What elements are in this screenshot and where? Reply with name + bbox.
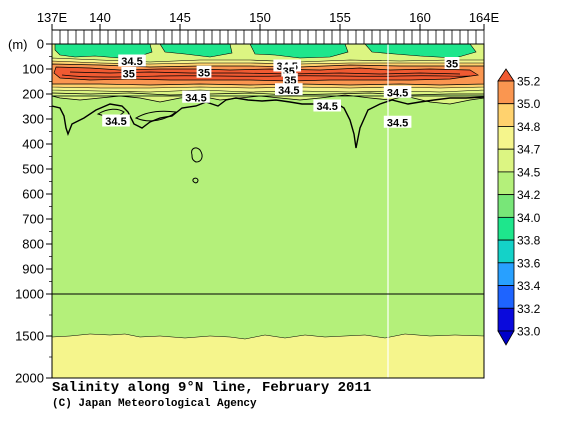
y-tick-label: 600: [22, 187, 44, 202]
colorbar-swatch: [497, 171, 515, 196]
y-tick-label: 1000: [15, 287, 44, 302]
contour-label: 34.5: [185, 92, 206, 104]
chart-title: Salinity along 9°N line, February 2011: [52, 380, 372, 396]
colorbar: 35.2 35.0 34.8 34.7 34.5 34.2 34.0 33.8 33.6 33.4…: [497, 68, 541, 346]
contour-label: 34.5: [387, 117, 408, 129]
colorbar-swatch: [497, 262, 515, 286]
colorbar-label: 33.2: [517, 302, 541, 316]
colorbar-max-arrow: [497, 68, 515, 82]
band-34.7-deep: [52, 333, 484, 378]
colorbar-label: 34.5: [517, 165, 541, 179]
colorbar-label: 34.7: [517, 143, 541, 157]
contour-label-bg: [383, 115, 412, 128]
y-axis-ticks: [46, 43, 52, 379]
contour-label-bg: [275, 83, 303, 96]
contour-label: 35: [446, 59, 458, 71]
colorbar-label: 33.8: [517, 234, 541, 248]
x-tick-label: 145: [169, 10, 191, 25]
colorbar-label: 35.2: [517, 75, 541, 89]
colorbar-label: 33.4: [517, 279, 541, 293]
colorbar-label: 33.6: [517, 256, 541, 270]
plot-area: [52, 44, 484, 378]
colorbar-label: 34.0: [517, 211, 541, 225]
contour-label-bg: [283, 73, 298, 86]
x-tick-label: 164E: [469, 10, 500, 25]
contour-label: 34.5: [121, 56, 142, 68]
colorbar-swatch: [497, 216, 515, 241]
contour-label-bg: [118, 54, 146, 67]
colorbar-swatch: [497, 239, 515, 264]
colorbar-label: 34.8: [517, 120, 541, 134]
contour-label-bg: [444, 57, 460, 69]
colorbar-swatch: [497, 103, 515, 127]
x-tick-label: 150: [249, 10, 271, 25]
contour-34.5-lower: [52, 96, 484, 149]
colorbar-swatch: [497, 194, 515, 218]
contour-34.2-near-surface: [52, 92, 484, 96]
y-tick-label: 800: [22, 237, 44, 252]
y-tick-label: 400: [22, 137, 44, 152]
colorbar-label: 35.0: [517, 97, 541, 111]
contour-label-bg: [102, 114, 130, 127]
y-tick-label: 1500: [15, 329, 44, 344]
contour-label: 35: [123, 69, 135, 81]
contour-label: 34.5: [278, 85, 299, 97]
contour-label-bg: [182, 90, 210, 103]
colorbar-swatch: [497, 148, 515, 173]
y-tick-label: 200: [22, 87, 44, 102]
colorbar-swatch: [497, 80, 515, 105]
colorbar-swatch: [497, 285, 515, 309]
colorbar-min-arrow: [497, 330, 515, 346]
contour-label-bg: [196, 65, 212, 78]
contour-labels: 34.5353534.534.534.5353534.534.534.534.5…: [102, 54, 460, 129]
x-tick-label: 137E: [37, 10, 68, 25]
contour-label: 35: [198, 67, 210, 79]
contour-label-bg: [313, 99, 341, 112]
x-tick-label: 160: [409, 10, 431, 25]
y-tick-label: 500: [22, 162, 44, 177]
y-tick-label: 2000: [15, 371, 44, 386]
x-tick-label: 140: [89, 10, 111, 25]
colorbar-label: 33.0: [517, 325, 541, 339]
y-tick-label: 700: [22, 212, 44, 227]
band-34.5-subsurface: [52, 94, 484, 105]
contour-label: 34.5: [105, 116, 126, 128]
x-tick-label: 155: [329, 10, 351, 25]
y-tick-label: 0: [37, 37, 44, 52]
y-axis-labels: 0 100 200 300 400 500 600 700 800 900 1000 1500 2000: [15, 37, 44, 386]
y-tick-label: 300: [22, 112, 44, 127]
band-34.0-surface-patches: [54, 44, 477, 59]
contour-label-bg: [121, 67, 137, 79]
contour-34.5-deep-blobs: [191, 147, 203, 184]
band-34.5-34.7-background: [52, 44, 484, 378]
chart-credit: (C) Japan Meteorological Agency: [52, 398, 257, 410]
contour-label: 34.5: [387, 87, 408, 99]
contour-label-bg: [383, 85, 412, 98]
x-axis-minor-ticks: [51, 30, 485, 44]
contour-label: 34.5: [316, 101, 337, 113]
colorbar-label: 34.2: [517, 188, 541, 202]
y-tick-label: 900: [22, 262, 44, 277]
y-axis-unit-label: (m): [8, 37, 28, 52]
colorbar-swatch: [497, 307, 515, 332]
colorbar-swatch: [497, 126, 515, 150]
x-axis-labels: 137E 140 145 150 155 160 164E: [37, 10, 500, 30]
y-tick-label: 100: [22, 62, 44, 77]
